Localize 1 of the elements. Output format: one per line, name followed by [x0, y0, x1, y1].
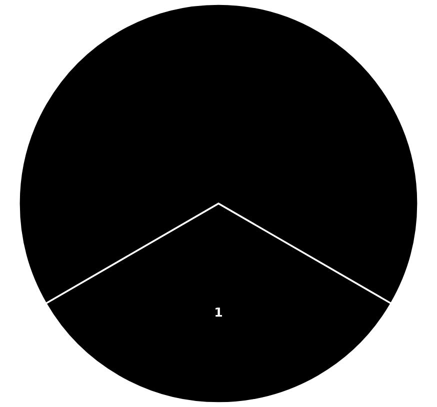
slice-label: 1 — [216, 308, 222, 317]
